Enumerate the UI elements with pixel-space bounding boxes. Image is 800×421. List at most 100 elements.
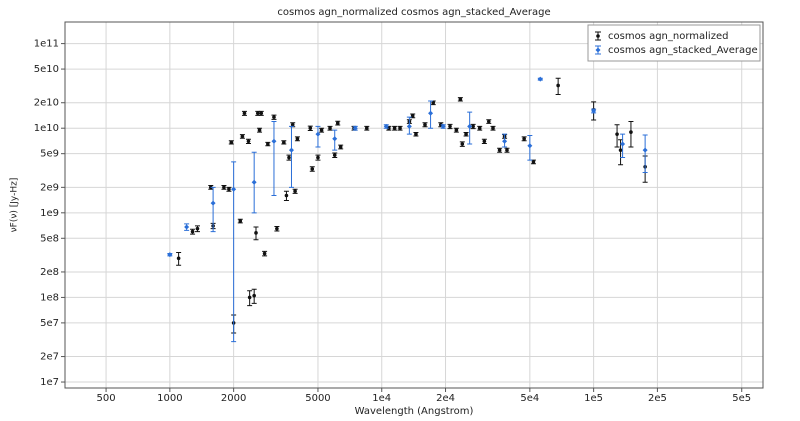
x-tick-label: 1000	[157, 393, 182, 404]
legend-label: cosmos agn_normalized	[608, 31, 728, 42]
y-axis-label: νF(ν) [Jy-Hz]	[10, 178, 20, 233]
data-point	[464, 132, 468, 136]
legend-label: cosmos agn_stacked_Average	[608, 45, 758, 56]
y-tick-label: 5e9	[40, 149, 59, 160]
data-point	[406, 123, 412, 129]
data-point	[319, 128, 324, 132]
data-point	[272, 115, 276, 119]
x-tick-label: 1e5	[584, 393, 603, 404]
data-point	[486, 119, 491, 124]
data-point	[271, 138, 277, 144]
data-point	[227, 187, 231, 192]
data-point	[246, 139, 251, 144]
data-point	[242, 111, 247, 116]
data-point	[458, 97, 463, 102]
data-point	[527, 143, 533, 149]
data-point	[440, 123, 446, 129]
data-point	[618, 148, 623, 152]
data-point	[352, 125, 358, 131]
error-bar	[288, 125, 294, 188]
data-point	[460, 142, 465, 146]
legend-marker	[595, 47, 601, 53]
data-point	[332, 153, 337, 157]
data-point	[284, 193, 289, 198]
data-point	[288, 147, 294, 153]
x-tick-label: 5000	[305, 393, 330, 404]
data-point	[591, 108, 597, 114]
data-point	[642, 147, 648, 153]
data-point	[259, 111, 264, 116]
data-point	[620, 141, 626, 147]
y-tick-label: 2e10	[34, 98, 59, 109]
data-point	[176, 256, 181, 261]
legend-box	[587, 24, 761, 62]
data-point	[295, 136, 300, 141]
error-bar	[231, 161, 237, 343]
data-point	[195, 226, 200, 231]
data-point	[398, 126, 402, 131]
y-tick-label: 5e10	[34, 64, 59, 75]
data-point	[210, 200, 216, 206]
data-point	[308, 126, 313, 131]
data-point	[467, 123, 473, 129]
plot-frame	[64, 21, 764, 389]
error-bar	[271, 121, 277, 197]
data-point	[257, 128, 262, 132]
data-point	[190, 229, 195, 234]
x-tick-label: 1e4	[372, 393, 391, 404]
data-point	[293, 189, 297, 194]
data-point	[448, 124, 452, 129]
legend-marker	[596, 34, 600, 38]
y-tick-label: 5e7	[40, 318, 59, 329]
data-point	[364, 126, 369, 131]
data-point	[287, 155, 291, 160]
data-point	[392, 126, 397, 131]
data-point	[414, 132, 418, 136]
data-point	[537, 76, 543, 82]
data-point	[431, 100, 436, 105]
data-point	[222, 185, 226, 190]
data-point	[310, 167, 315, 171]
data-point	[335, 121, 340, 125]
x-tick-label: 5e5	[732, 393, 751, 404]
data-point	[252, 293, 256, 298]
data-point	[531, 160, 536, 164]
data-point	[229, 140, 234, 145]
data-point	[254, 231, 258, 235]
data-point	[275, 226, 279, 231]
data-point	[332, 136, 338, 142]
y-tick-label: 1e8	[40, 292, 59, 303]
data-point	[184, 224, 190, 230]
data-point	[491, 126, 495, 131]
x-axis-label: Wavelength (Angstrom)	[355, 406, 474, 417]
x-tick-label: 2000	[221, 393, 246, 404]
data-point	[482, 139, 487, 144]
data-point	[316, 155, 320, 160]
x-tick-label: 5e4	[520, 393, 539, 404]
data-point	[167, 252, 173, 258]
data-point	[238, 219, 243, 223]
data-point	[471, 124, 475, 129]
y-tick-label: 2e7	[40, 352, 59, 363]
error-bar	[642, 134, 648, 173]
data-point	[502, 138, 508, 144]
y-tick-label: 1e9	[40, 208, 59, 219]
y-tick-label: 1e10	[34, 123, 59, 134]
data-point	[387, 126, 391, 131]
data-point	[262, 251, 267, 256]
y-tick-label: 5e8	[40, 233, 59, 244]
data-point	[428, 110, 434, 116]
data-point	[629, 130, 633, 134]
data-point	[505, 148, 509, 152]
data-point	[247, 295, 252, 300]
data-point	[315, 131, 321, 137]
data-point	[454, 128, 459, 132]
data-point	[231, 186, 237, 192]
data-point	[266, 142, 270, 146]
y-tick-label: 1e7	[40, 377, 59, 388]
data-point	[556, 83, 560, 88]
y-tick-label: 1e11	[34, 39, 59, 50]
error-bar	[628, 121, 634, 148]
